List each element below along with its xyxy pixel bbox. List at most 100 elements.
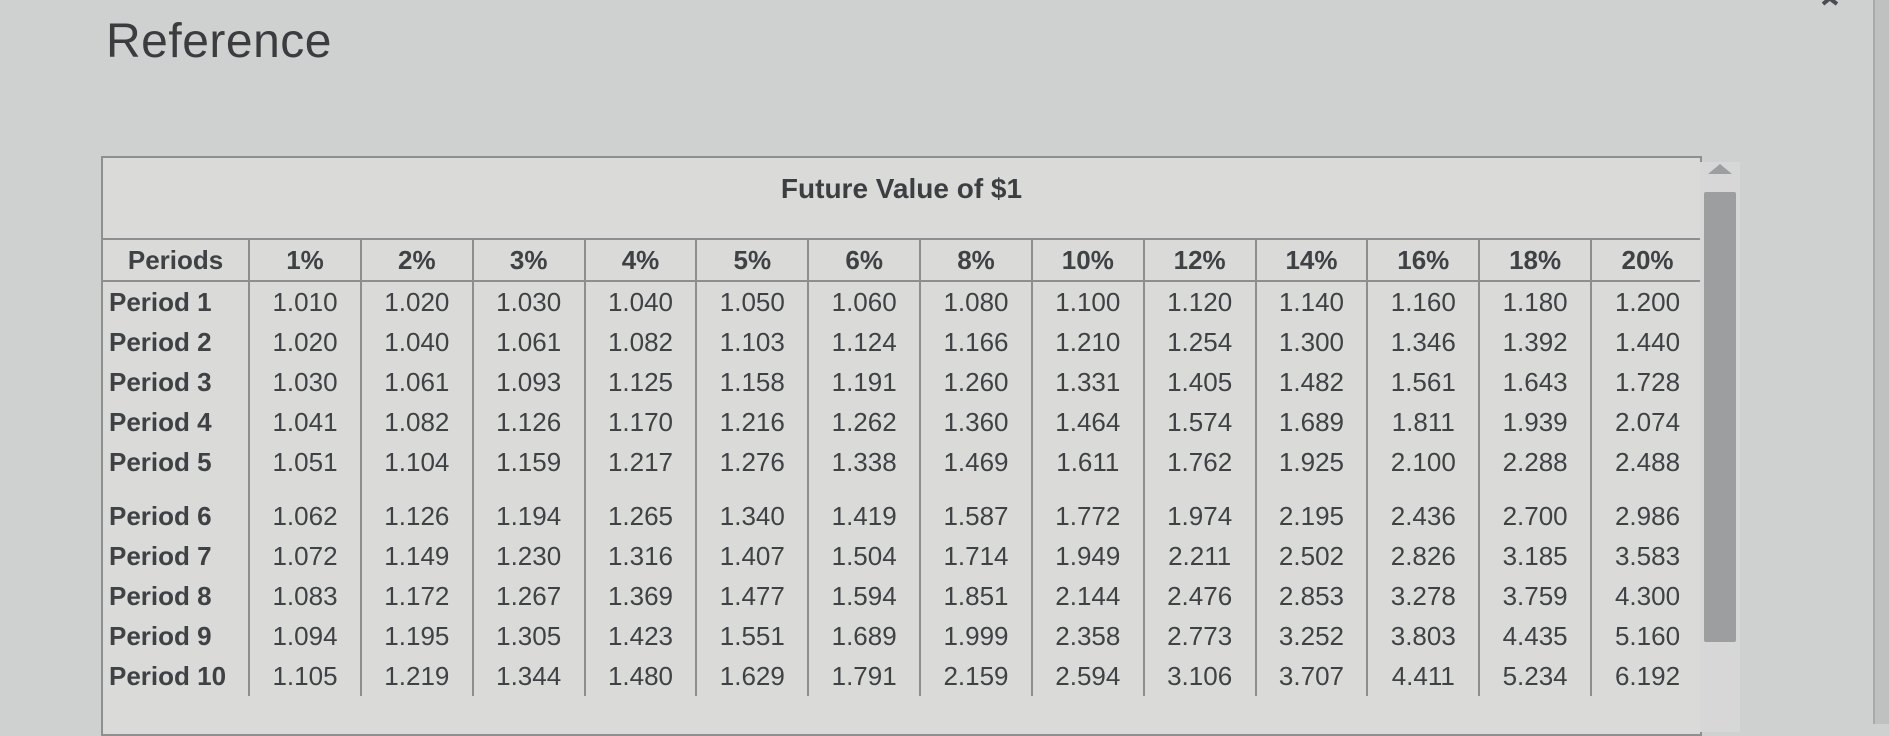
- scroll-up-arrow-icon[interactable]: [1708, 164, 1732, 174]
- period-label: Period 2: [103, 322, 251, 362]
- table-cell: 1.191: [808, 362, 922, 402]
- table-cell: 3.252: [1255, 616, 1369, 656]
- table-cell: 1.094: [249, 616, 362, 656]
- table-cell: 1.407: [696, 536, 810, 576]
- table-cell: 1.262: [808, 402, 922, 442]
- table-cell: 3.185: [1479, 536, 1593, 576]
- column-header-rate: 12%: [1143, 238, 1257, 282]
- table-row: Period 2 1.020 1.040 1.061 1.082 1.103 1.124 1.…: [103, 322, 1703, 362]
- table-cell: 2.144: [1031, 576, 1145, 616]
- table-cell: 1.104: [360, 442, 474, 482]
- table-cell: 3.707: [1255, 656, 1369, 696]
- period-label: Period 7: [103, 536, 251, 576]
- table-cell: 1.939: [1479, 402, 1593, 442]
- table-cell: 1.160: [1367, 281, 1481, 322]
- table-cell: 1.851: [920, 576, 1033, 616]
- table-cell: 1.060: [808, 281, 922, 322]
- column-header-periods: Periods: [103, 238, 251, 282]
- period-label: Period 1: [103, 281, 251, 322]
- table-cell: 2.502: [1255, 536, 1369, 576]
- column-header-rate: 5%: [696, 238, 810, 282]
- column-header-rate: 3%: [472, 238, 586, 282]
- close-icon[interactable]: [1809, 0, 1849, 12]
- table-cell: 1.103: [696, 322, 810, 362]
- table-cell: 1.230: [472, 536, 586, 576]
- table-cell: 1.082: [360, 402, 474, 442]
- table-cell: 1.050: [696, 281, 810, 322]
- table-cell: 1.062: [249, 482, 362, 536]
- table-cell: 1.561: [1367, 362, 1481, 402]
- table-cell: 2.436: [1367, 482, 1481, 536]
- table-cell: 1.030: [472, 281, 586, 322]
- table-cell: 1.999: [920, 616, 1033, 656]
- table-cell: 1.611: [1031, 442, 1145, 482]
- window-frame-edge: [1873, 0, 1889, 724]
- table-cell: 1.126: [360, 482, 474, 536]
- table-cell: 2.773: [1143, 616, 1257, 656]
- table-cell: 2.853: [1255, 576, 1369, 616]
- column-header-rate: 8%: [920, 238, 1033, 282]
- table-cell: 1.265: [584, 482, 698, 536]
- table-row: Period 9 1.094 1.195 1.305 1.423 1.551 1.689 1.…: [103, 616, 1703, 656]
- table-cell: 1.689: [1255, 402, 1369, 442]
- table-cell: 3.583: [1614, 540, 1681, 571]
- table-cell: 1.020: [249, 322, 362, 362]
- table-cell: 1.219: [360, 656, 474, 696]
- table-cell: 5.234: [1479, 656, 1593, 696]
- table-cell: 3.278: [1367, 576, 1481, 616]
- table-cell: 1.360: [920, 402, 1033, 442]
- table-cell: 1.974: [1143, 482, 1257, 536]
- table-cell: 1.254: [1143, 322, 1257, 362]
- table-cell: 1.949: [1031, 536, 1145, 576]
- table-cell: 5.160: [1614, 620, 1681, 651]
- table-cell: 1.811: [1367, 402, 1481, 442]
- table-cell: 2.358: [1031, 616, 1145, 656]
- table-cell: 1.925: [1255, 442, 1369, 482]
- table-cell: 1.217: [584, 442, 698, 482]
- table-cell: 1.587: [920, 482, 1033, 536]
- table-cell: 1.574: [1143, 402, 1257, 442]
- table-cell: 1.331: [1031, 362, 1145, 402]
- table-cell: 1.093: [472, 362, 586, 402]
- table-cell: 2.986: [1614, 500, 1681, 531]
- table-cell: 1.346: [1367, 322, 1481, 362]
- table-cell: 2.211: [1143, 536, 1257, 576]
- table-caption: Future Value of $1: [780, 173, 1023, 204]
- table-cell: 1.643: [1479, 362, 1593, 402]
- table-cell: 1.276: [696, 442, 810, 482]
- table-cell: 4.300: [1614, 580, 1681, 611]
- table-cell: 1.061: [472, 322, 586, 362]
- table-cell: 1.423: [584, 616, 698, 656]
- column-header-rate: 18%: [1479, 238, 1593, 282]
- table-header-row: Periods 1% 2% 3% 4% 5% 6% 8% 10% 12% 14% 16% 18% 20%: [103, 238, 1703, 282]
- table-cell: 1.551: [696, 616, 810, 656]
- future-value-table-panel: Future Value of $1 Periods 1% 2% 3% 4% 5% 6% 8%…: [101, 156, 1703, 736]
- period-label: Period 4: [103, 402, 251, 442]
- table-cell: 1.316: [584, 536, 698, 576]
- table-cell: 1.040: [584, 281, 698, 322]
- table-cell: 1.469: [920, 442, 1033, 482]
- vertical-scrollbar[interactable]: [1700, 162, 1740, 732]
- table-cell: 1.419: [808, 482, 922, 536]
- period-label: Period 3: [103, 362, 251, 402]
- table-cell: 2.594: [1031, 656, 1145, 696]
- table-cell: 2.826: [1367, 536, 1481, 576]
- table-cell: 1.061: [360, 362, 474, 402]
- period-label: Period 5: [103, 442, 251, 482]
- column-header-rate: 2%: [360, 238, 474, 282]
- table-cell: 1.172: [360, 576, 474, 616]
- table-cell: 1.010: [249, 281, 362, 322]
- table-cell: 1.216: [696, 402, 810, 442]
- scrollbar-thumb[interactable]: [1704, 192, 1736, 642]
- table-row: Period 3 1.030 1.061 1.093 1.125 1.158 1.191 1.…: [103, 362, 1703, 402]
- table-cell: 1.041: [249, 402, 362, 442]
- table-cell: 1.105: [249, 656, 362, 696]
- table-cell: 2.159: [920, 656, 1033, 696]
- table-cell: 1.020: [360, 281, 474, 322]
- table-row: Period 1 1.010 1.020 1.030 1.040 1.050 1.060 1.…: [103, 281, 1703, 322]
- table-cell: 1.159: [472, 442, 586, 482]
- table-cell: 4.411: [1367, 656, 1481, 696]
- table-cell: 1.762: [1143, 442, 1257, 482]
- table-cell: 1.166: [920, 322, 1033, 362]
- table-cell: 1.340: [696, 482, 810, 536]
